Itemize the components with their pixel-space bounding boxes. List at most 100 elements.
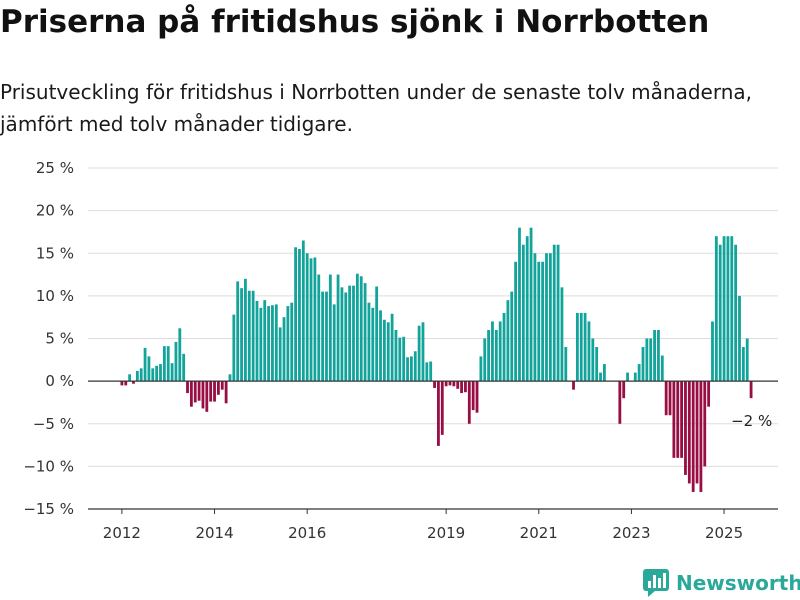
bar (294, 247, 297, 382)
bar (722, 236, 726, 382)
bar (394, 329, 398, 382)
bar (305, 253, 309, 382)
bar (599, 372, 602, 382)
bar (726, 236, 730, 382)
bar (379, 310, 382, 382)
y-tick-label: −10 % (23, 457, 74, 475)
bar (633, 372, 637, 382)
bar (274, 304, 278, 382)
bar (533, 253, 537, 382)
bar (143, 347, 147, 382)
bar (649, 338, 653, 382)
bar (425, 362, 429, 382)
bar (244, 278, 247, 382)
bar (641, 347, 645, 382)
x-tick-label: 2021 (520, 524, 558, 542)
x-tick-label: 2019 (427, 524, 465, 542)
bar (406, 357, 409, 382)
bar (166, 346, 170, 382)
bar (398, 337, 402, 382)
bar (205, 381, 209, 412)
bar (371, 307, 375, 382)
bar (657, 329, 660, 382)
bar (313, 257, 317, 382)
bar (135, 370, 139, 382)
bar (220, 381, 224, 390)
bar (352, 285, 355, 382)
bar (487, 329, 490, 382)
bar (730, 236, 734, 382)
bar (410, 356, 413, 382)
bar (691, 381, 695, 492)
bar (317, 274, 321, 382)
bar (139, 368, 143, 382)
x-tick-label: 2012 (103, 524, 141, 542)
bar (382, 319, 386, 382)
bar (664, 381, 668, 416)
bar (637, 364, 641, 382)
bar (491, 321, 494, 382)
y-axis-labels: −15 % −10 % −5 % 0 % 5 % 10 % 15 % 20 % 25 % (23, 159, 74, 518)
bar (456, 381, 460, 389)
bar (541, 261, 545, 382)
bar (267, 306, 270, 382)
bar (552, 244, 556, 382)
bar (278, 327, 282, 382)
y-tick-label: −5 % (33, 415, 74, 433)
bar (444, 381, 448, 387)
bar (506, 300, 510, 382)
bar (618, 381, 622, 424)
bar (548, 253, 552, 382)
bar (603, 364, 606, 382)
bar (645, 338, 649, 382)
bar (309, 258, 313, 382)
bar (421, 322, 425, 382)
bar (286, 306, 290, 382)
bar (162, 346, 166, 382)
bar (479, 356, 483, 382)
x-axis-labels: 2012 2014 2016 2019 2021 2023 2025 (103, 509, 743, 542)
bar (240, 288, 243, 382)
bar (437, 381, 440, 446)
bar (128, 374, 132, 382)
bar (572, 381, 575, 390)
bar (714, 236, 718, 382)
bar (467, 381, 471, 424)
bar (695, 381, 699, 484)
bar (189, 381, 193, 407)
bar (460, 381, 463, 394)
bar (182, 353, 186, 382)
bar (178, 328, 182, 382)
bar (525, 236, 529, 382)
bar (355, 273, 359, 382)
bar (402, 336, 406, 382)
bar (711, 321, 714, 382)
bar (390, 313, 394, 382)
bar (718, 244, 722, 382)
bar (475, 381, 479, 413)
bar (741, 347, 745, 382)
bar (197, 381, 201, 401)
bar (622, 381, 626, 399)
bar (263, 300, 267, 382)
bar (680, 381, 683, 458)
brand-name: Newsworthy (676, 571, 800, 595)
bar (336, 274, 340, 382)
bar (228, 374, 232, 382)
bar (251, 290, 255, 382)
y-tick-label: 20 % (36, 202, 74, 220)
y-tick-label: −15 % (23, 500, 74, 518)
bar (448, 381, 452, 386)
bar (591, 338, 595, 382)
bar (386, 322, 390, 382)
bar (359, 276, 363, 382)
x-tick-label: 2016 (288, 524, 326, 542)
bar (529, 227, 533, 382)
bar (738, 295, 741, 382)
bar (340, 287, 344, 382)
bar (556, 244, 560, 382)
bar (502, 312, 506, 382)
bar (159, 364, 162, 382)
bar (147, 356, 151, 382)
